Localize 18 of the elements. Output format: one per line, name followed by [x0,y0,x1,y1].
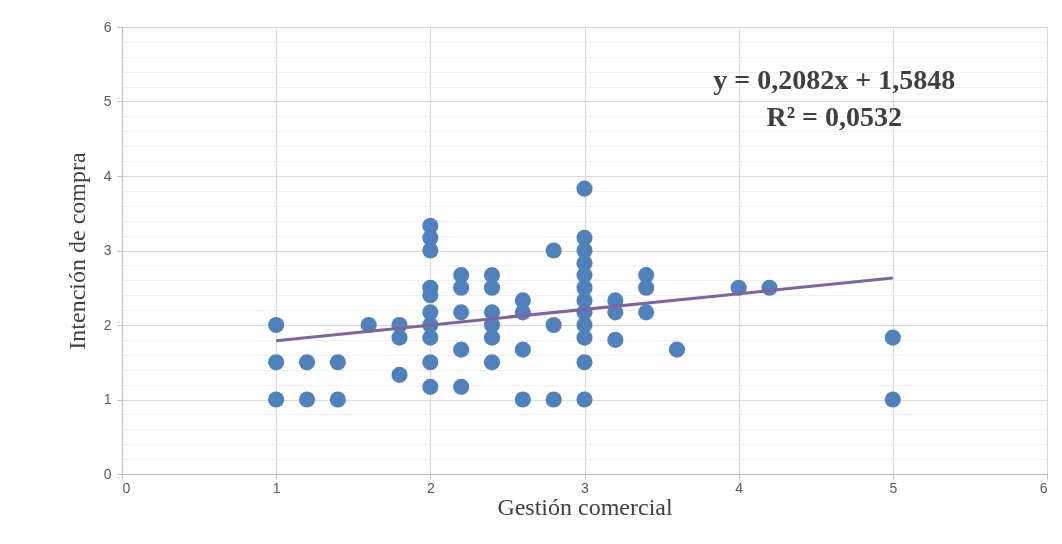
y-tick-label: 3 [103,242,112,258]
y-tick-label: 6 [103,18,112,35]
x-tick-label: 2 [426,479,435,496]
y-tick-label: 4 [103,167,112,184]
y-tick-label: 0 [103,465,112,482]
annotation: y = 0,2082x + 1,5848 [713,63,956,95]
x-tick-label: 6 [1039,479,1048,496]
y-axis-title: Intención de compra [63,152,90,350]
y-tick-label: 1 [103,391,112,407]
x-tick-label: 5 [889,479,898,496]
x-tick-label: 4 [735,479,744,496]
x-tick-label: 3 [581,479,590,496]
annotation: R² = 0,0532 [766,100,903,132]
x-axis-title: Gestión comercial [497,493,673,520]
x-tick-label: 1 [272,479,281,496]
y-tick-label: 5 [103,93,112,109]
y-tick-label: 2 [103,316,112,333]
x-tick-label: 0 [122,479,131,496]
